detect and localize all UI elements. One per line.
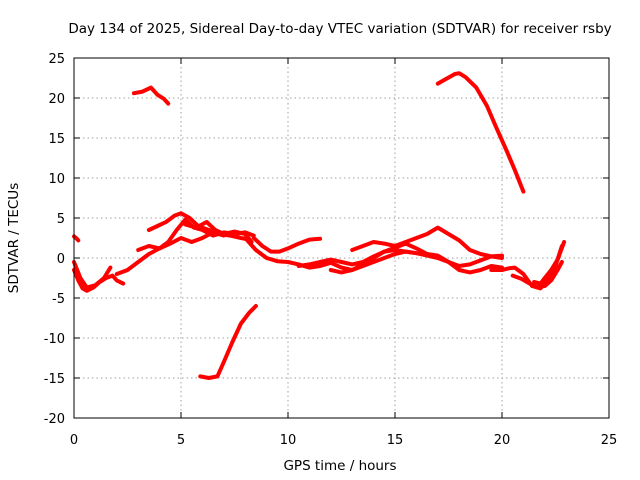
- y-tick-label: -15: [44, 372, 65, 387]
- axis-ticks: 0 5 10 15 20 25 25 20 15 10 5 0 -5 -10 -15 -20: [44, 52, 618, 448]
- series-track-6: [72, 260, 113, 290]
- x-axis-label: GPS time / hours: [283, 458, 396, 474]
- series-track-17: [510, 260, 564, 289]
- series-track-10: [183, 220, 254, 244]
- x-tick-label: 5: [177, 433, 185, 448]
- y-axis-label: SDTVAR / TECUs: [6, 183, 22, 293]
- x-tick-label: 25: [601, 433, 618, 448]
- series-track-4: [72, 234, 81, 243]
- chart-title: Day 134 of 2025, Sidereal Day-to-day VTE…: [68, 21, 611, 37]
- series-track-16: [489, 244, 564, 291]
- y-tick-label: 20: [48, 92, 65, 107]
- x-tick-label: 20: [494, 433, 511, 448]
- plot-frame: [73, 57, 610, 419]
- x-tick-label: 10: [280, 433, 297, 448]
- series-track-1: [131, 85, 171, 106]
- data-series: [72, 71, 567, 380]
- series-track-9: [136, 230, 226, 252]
- series-track-3: [198, 304, 258, 380]
- x-tick-label: 15: [387, 433, 404, 448]
- y-tick-label: 25: [48, 52, 65, 67]
- series-track-12: [251, 236, 323, 254]
- y-tick-label: -5: [52, 292, 65, 307]
- y-tick-label: 5: [57, 212, 65, 227]
- series-track-14: [328, 241, 504, 275]
- series-track-11: [243, 236, 419, 272]
- y-tick-label: 0: [57, 252, 65, 267]
- grid: [74, 58, 609, 418]
- series-track-2: [435, 71, 526, 194]
- series-track-13: [296, 248, 504, 268]
- y-tick-label: 10: [48, 172, 65, 187]
- series-track-18: [532, 240, 567, 286]
- series-track-8: [146, 211, 252, 242]
- y-tick-label: -10: [44, 332, 65, 347]
- y-tick-label: 15: [48, 132, 65, 147]
- series-track-7: [114, 217, 256, 276]
- y-tick-label: -20: [44, 412, 65, 427]
- x-tick-label: 0: [70, 433, 78, 448]
- series-track-15: [350, 225, 504, 259]
